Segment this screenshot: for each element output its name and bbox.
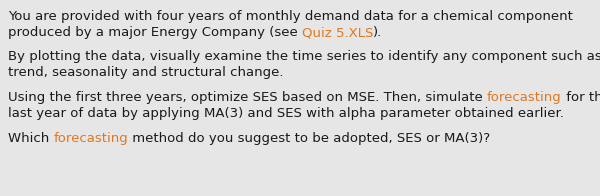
Text: By plotting the data, visually examine the time series to identify any component: By plotting the data, visually examine t… <box>8 50 600 63</box>
Text: forecasting: forecasting <box>487 91 562 104</box>
Text: Quiz 5.XLS: Quiz 5.XLS <box>302 26 373 39</box>
Text: Which: Which <box>8 132 53 145</box>
Text: trend, seasonality and structural change.: trend, seasonality and structural change… <box>8 66 284 79</box>
Text: You are provided with four years of monthly demand data for a chemical component: You are provided with four years of mont… <box>8 10 573 23</box>
Text: forecasting: forecasting <box>53 132 128 145</box>
Text: last year of data by applying MA(3) and SES with alpha parameter obtained earlie: last year of data by applying MA(3) and … <box>8 107 564 120</box>
Text: produced by a major Energy Company (see: produced by a major Energy Company (see <box>8 26 302 39</box>
Text: method do you suggest to be adopted, SES or MA(3)?: method do you suggest to be adopted, SES… <box>128 132 490 145</box>
Text: ).: ). <box>373 26 383 39</box>
Text: Using the first three years, optimize SES based on MSE. Then, simulate: Using the first three years, optimize SE… <box>8 91 487 104</box>
Text: for the: for the <box>562 91 600 104</box>
